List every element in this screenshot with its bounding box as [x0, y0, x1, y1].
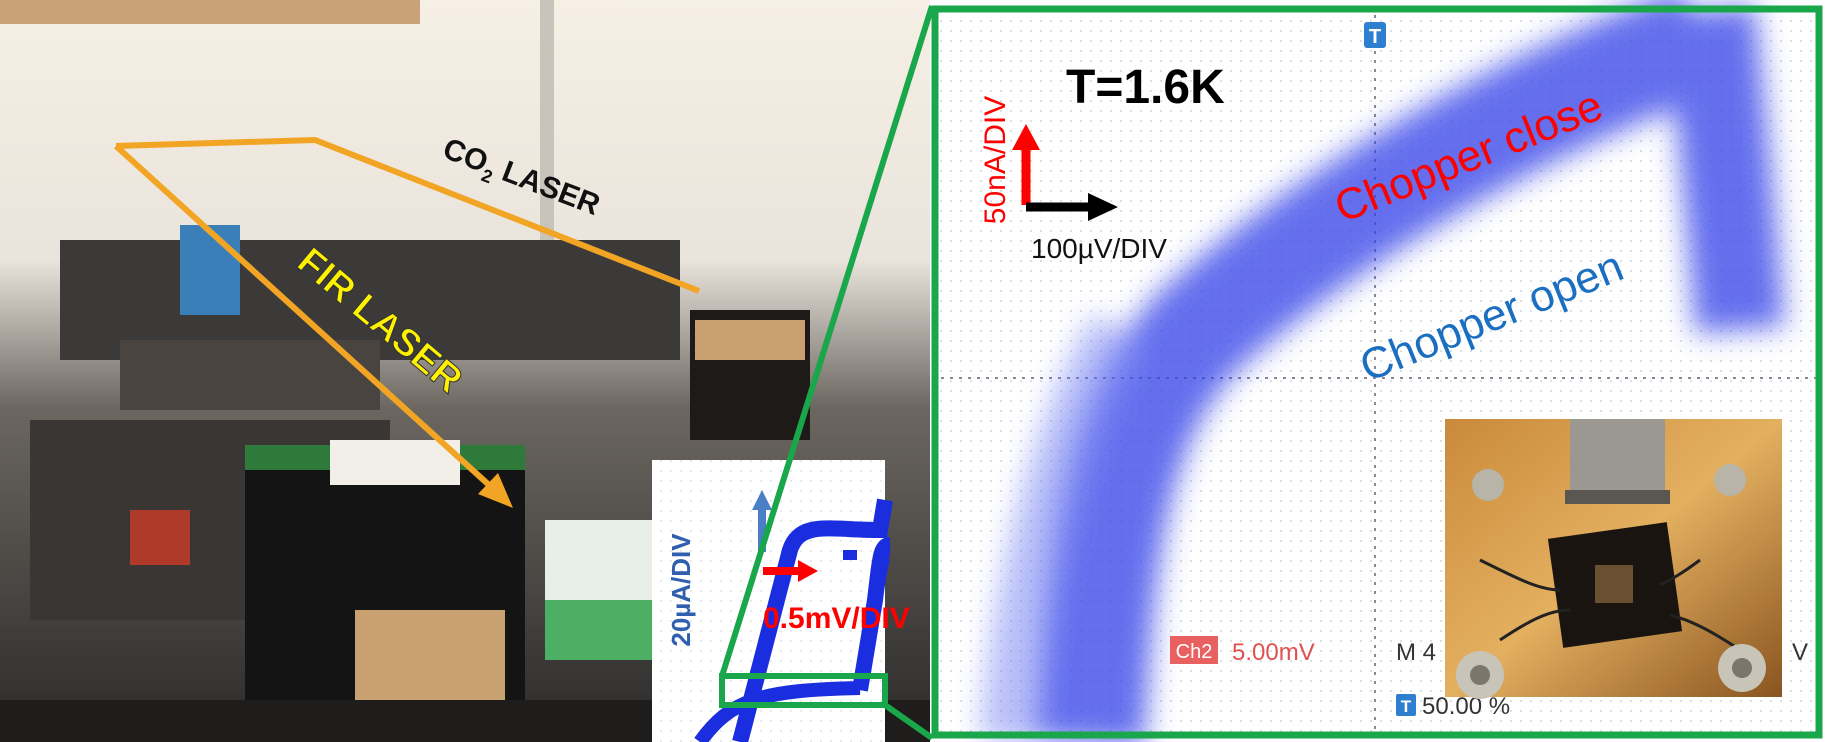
decor-path [1710, 10, 1740, 330]
channel-scale: 5.00mV [1232, 639, 1315, 666]
decor-rect [330, 440, 460, 485]
inset-x-scale: 0.5mV/DIV [763, 602, 910, 635]
trailing-unit: V [1792, 639, 1808, 666]
scope-y-scale: 50nA/DIV [979, 96, 1012, 224]
decor-rect [1570, 419, 1665, 494]
trigger-level: 50.00 % [1422, 693, 1510, 720]
decor-circle [1470, 665, 1490, 685]
scope-x-scale: 100µV/DIV [1031, 233, 1167, 264]
decor-circle [1732, 658, 1752, 678]
trigger-marker: T [1401, 697, 1412, 716]
decor-circle [1714, 464, 1746, 496]
decor-rect [0, 0, 420, 24]
decor-rect [130, 510, 190, 565]
decor-rect [1565, 490, 1670, 504]
scope-screen: T=1.6K T 50nA/DIV 100µV/DIV Chopper clos… [932, 6, 1822, 742]
body: CO2 LASER FIR LASER 20µA/DIV 0.5mV/DIV T… [0, 0, 1827, 742]
decor-rect [695, 320, 805, 360]
decor-circle [1472, 469, 1504, 501]
trigger-top: T [1369, 26, 1381, 48]
figure: CO2 LASER FIR LASER 20µA/DIV 0.5mV/DIV T… [0, 0, 1827, 742]
channel: Ch2 [1176, 641, 1213, 663]
decor-rect [180, 225, 240, 315]
inset-y-scale: 20µA/DIV [666, 533, 696, 647]
timebase: M 4 [1396, 639, 1436, 666]
decor-rect [1595, 565, 1633, 603]
decor-rect [545, 600, 655, 660]
temperature: T=1.6K [1066, 61, 1225, 114]
page: {"photo": {"co2_label": "CO", "co2_subsc… [0, 0, 1827, 742]
small-iv-plot: 20µA/DIV 0.5mV/DIV [652, 460, 910, 742]
